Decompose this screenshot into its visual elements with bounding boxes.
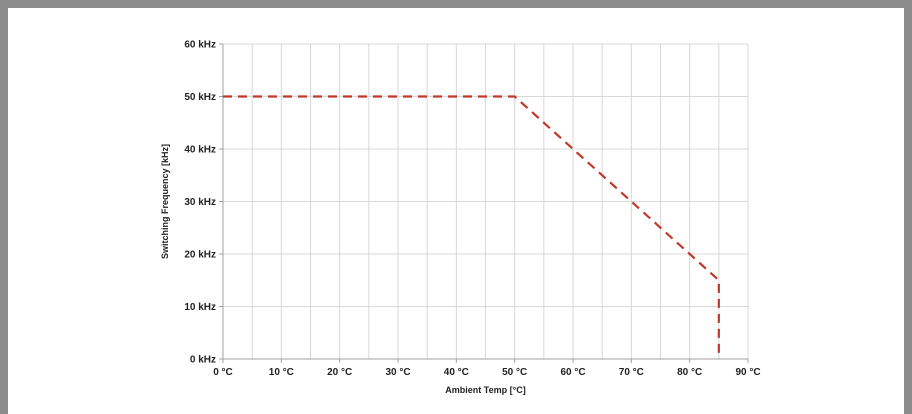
x-tick-label: 20 °C [327,367,352,378]
x-tick-label: 10 °C [269,367,294,378]
y-tick-label: 0 kHz [190,355,216,366]
y-tick-label: 60 kHz [184,40,216,51]
derating-chart: 0 kHz 10 kHz 20 kHz 30 kHz 40 kHz 50 kHz 60 kH… [160,40,761,396]
tick-labels: 0 kHz 10 kHz 20 kHz 30 kHz 40 kHz 50 kHz 60 kH… [184,40,760,379]
y-axis-label: Switching Frequency [kHz] [160,144,170,259]
series-lines [223,95,720,359]
x-axis-label: Ambient Temp [°C] [445,385,525,395]
x-tick-label: 60 °C [560,367,585,378]
x-tick-label: 30 °C [385,367,410,378]
axes [219,43,749,363]
series-line [223,95,720,359]
x-tick-label: 50 °C [502,367,527,378]
y-tick-label: 10 kHz [184,302,216,313]
grid-lines [223,43,749,359]
y-tick-label: 30 kHz [184,197,216,208]
x-tick-label: 0 °C [213,367,233,378]
y-tick-label: 50 kHz [184,92,216,103]
x-tick-label: 70 °C [619,367,644,378]
chart-frame: 0 kHz 10 kHz 20 kHz 30 kHz 40 kHz 50 kHz 60 kH… [8,8,904,414]
y-tick-label: 40 kHz [184,145,216,156]
x-tick-label: 90 °C [735,367,760,378]
x-tick-label: 40 °C [444,367,469,378]
x-tick-label: 80 °C [677,367,702,378]
y-tick-label: 20 kHz [184,250,216,261]
